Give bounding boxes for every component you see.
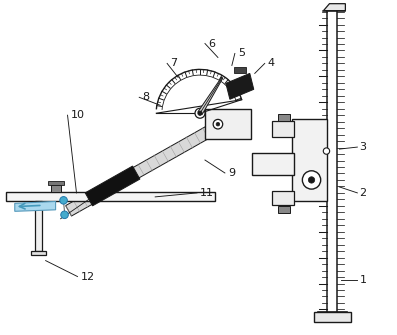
Bar [278,114,290,121]
Circle shape [308,177,315,183]
Bar [278,206,290,213]
Circle shape [60,197,67,204]
Text: 2: 2 [359,188,366,198]
Polygon shape [85,166,140,206]
Text: 3: 3 [359,142,366,152]
Circle shape [303,171,321,189]
Bar [205,109,251,139]
Text: 10: 10 [71,110,85,120]
Circle shape [195,108,205,118]
Bar [50,185,61,192]
Bar [292,119,328,201]
Bar [6,192,215,201]
Polygon shape [15,201,56,211]
Text: 8: 8 [142,92,149,102]
Polygon shape [198,77,223,115]
Text: 1: 1 [359,275,366,284]
Text: 9: 9 [228,168,235,178]
Polygon shape [66,110,241,216]
Text: 6: 6 [208,39,215,49]
Bar [272,121,294,137]
Bar [314,313,351,322]
Bar [252,153,294,175]
Bar [35,201,42,251]
Bar [234,67,246,73]
Text: 4: 4 [268,58,275,68]
Text: 12: 12 [81,272,94,281]
Text: 11: 11 [200,188,214,198]
Polygon shape [226,73,254,99]
Text: 5: 5 [238,49,245,59]
Bar [31,251,46,255]
Circle shape [216,122,220,126]
Circle shape [198,111,202,116]
Bar [272,191,294,205]
Bar [48,181,64,185]
Circle shape [323,148,330,154]
Polygon shape [324,4,345,11]
Circle shape [61,211,68,218]
Circle shape [213,119,223,129]
Text: 7: 7 [170,58,177,68]
